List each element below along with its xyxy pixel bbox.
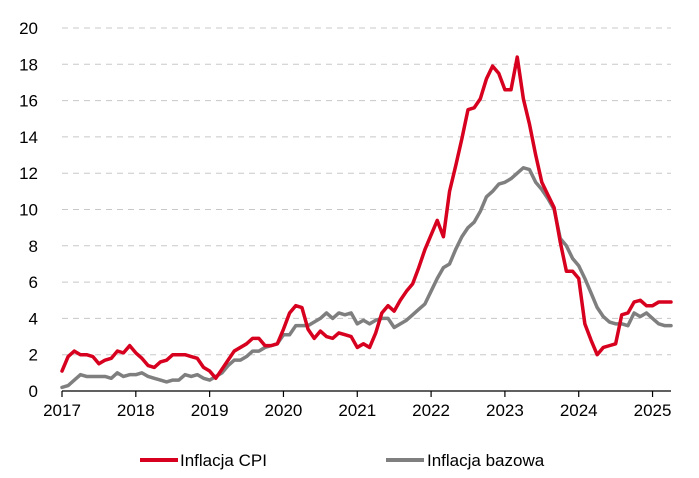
- series-line-cpi: [60, 55, 673, 381]
- y-tick-label: 4: [29, 309, 38, 328]
- x-tick-label: 2018: [117, 401, 155, 420]
- axis-layer: 0 2 4 6 8 10 12 14 16 18 20 2017 2018 2019 2020 2021 202…: [19, 19, 671, 420]
- y-tick-label: 20: [19, 19, 38, 38]
- y-tick-label: 0: [29, 382, 38, 401]
- legend: Inflacja CPI Inflacja bazowa: [140, 451, 545, 470]
- y-tick-label: 18: [19, 55, 38, 74]
- y-tick-label: 14: [19, 128, 38, 147]
- y-tick-label: 12: [19, 164, 38, 183]
- y-tick-label: 2: [29, 346, 38, 365]
- x-tick-label: 2022: [412, 401, 450, 420]
- x-tick-label: 2025: [634, 401, 672, 420]
- y-tick-label: 10: [19, 201, 38, 220]
- legend-label-core: Inflacja bazowa: [427, 451, 545, 470]
- grid-layer: [62, 27, 671, 356]
- legend-label-cpi: Inflacja CPI: [180, 451, 267, 470]
- series-line-core: [60, 166, 673, 390]
- x-tick-label: 2024: [560, 401, 598, 420]
- x-tick-label: 2020: [265, 401, 303, 420]
- y-tick-label: 8: [29, 237, 38, 256]
- x-tick-label: 2021: [338, 401, 376, 420]
- y-tick-label: 16: [19, 92, 38, 111]
- y-tick-label: 6: [29, 273, 38, 292]
- series-layer: [60, 55, 673, 390]
- x-tick-label: 2023: [486, 401, 524, 420]
- x-tick-label: 2019: [191, 401, 229, 420]
- x-tick-label: 2017: [43, 401, 81, 420]
